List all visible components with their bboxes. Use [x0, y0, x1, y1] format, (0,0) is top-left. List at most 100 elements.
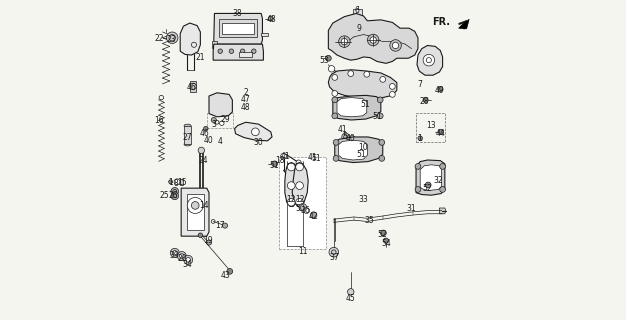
Circle shape: [167, 32, 178, 44]
Text: 10: 10: [358, 143, 367, 152]
Circle shape: [377, 113, 383, 119]
Polygon shape: [439, 208, 446, 214]
Text: 52: 52: [377, 230, 387, 239]
Circle shape: [252, 49, 256, 53]
Circle shape: [342, 74, 349, 81]
Circle shape: [198, 227, 205, 234]
Text: 51: 51: [373, 112, 382, 121]
Circle shape: [379, 156, 385, 161]
Text: 41: 41: [337, 125, 347, 134]
Bar: [180, 179, 183, 185]
Circle shape: [180, 254, 184, 258]
Text: 17: 17: [215, 221, 224, 230]
Circle shape: [222, 223, 228, 228]
Text: 36: 36: [300, 206, 310, 215]
Text: 52: 52: [423, 184, 433, 193]
Polygon shape: [261, 33, 267, 36]
Circle shape: [295, 198, 304, 206]
Circle shape: [329, 247, 339, 257]
Polygon shape: [214, 13, 262, 44]
Polygon shape: [329, 13, 418, 63]
Circle shape: [349, 136, 354, 141]
Circle shape: [287, 163, 295, 171]
Bar: [190, 81, 196, 92]
Text: 51: 51: [269, 161, 279, 170]
Circle shape: [295, 163, 304, 171]
Text: 42: 42: [309, 212, 319, 221]
Text: 53: 53: [319, 56, 329, 65]
Text: 49: 49: [434, 86, 444, 95]
Text: 38: 38: [232, 9, 242, 18]
Circle shape: [295, 182, 304, 189]
Circle shape: [347, 289, 354, 295]
Circle shape: [423, 97, 428, 102]
Circle shape: [174, 179, 180, 185]
Circle shape: [240, 49, 245, 53]
Bar: [222, 22, 254, 34]
Circle shape: [439, 187, 446, 192]
Text: 4: 4: [218, 137, 223, 146]
Polygon shape: [416, 160, 445, 195]
Polygon shape: [180, 23, 200, 55]
Circle shape: [280, 153, 287, 159]
Polygon shape: [417, 45, 443, 75]
Circle shape: [173, 251, 177, 255]
Circle shape: [370, 37, 376, 43]
Circle shape: [171, 192, 178, 200]
Ellipse shape: [184, 124, 191, 127]
Text: 14: 14: [198, 201, 208, 210]
Circle shape: [438, 86, 443, 92]
Text: 37: 37: [329, 253, 339, 262]
Circle shape: [339, 36, 350, 47]
Circle shape: [287, 182, 295, 189]
Circle shape: [377, 97, 383, 103]
Circle shape: [364, 71, 369, 77]
Circle shape: [333, 156, 339, 161]
Text: 41: 41: [307, 153, 317, 162]
Circle shape: [389, 84, 395, 89]
Circle shape: [207, 240, 212, 245]
Text: 46: 46: [200, 129, 210, 138]
Polygon shape: [333, 95, 381, 120]
Circle shape: [418, 136, 423, 140]
Polygon shape: [292, 163, 308, 206]
Circle shape: [304, 208, 309, 213]
Text: 43: 43: [221, 271, 231, 280]
Circle shape: [415, 164, 421, 169]
Circle shape: [268, 16, 274, 21]
Circle shape: [332, 113, 337, 119]
Circle shape: [326, 55, 331, 61]
Text: 33: 33: [359, 195, 369, 204]
Circle shape: [198, 147, 205, 154]
Text: 1: 1: [168, 178, 173, 187]
Circle shape: [361, 144, 366, 149]
Circle shape: [310, 212, 317, 218]
Text: 54: 54: [381, 239, 391, 248]
Text: 29: 29: [220, 115, 230, 124]
Text: 1: 1: [417, 134, 422, 143]
Circle shape: [393, 42, 399, 49]
Circle shape: [220, 121, 224, 125]
Circle shape: [192, 202, 199, 209]
Text: 5: 5: [342, 132, 347, 141]
Text: 23: 23: [167, 36, 177, 44]
Circle shape: [383, 238, 389, 243]
Text: 24: 24: [198, 156, 208, 165]
Circle shape: [252, 128, 259, 136]
Text: 25: 25: [160, 191, 169, 200]
Circle shape: [389, 92, 395, 97]
Bar: [353, 9, 362, 22]
Polygon shape: [285, 163, 300, 206]
Circle shape: [183, 255, 193, 264]
Polygon shape: [329, 70, 397, 99]
Polygon shape: [339, 140, 367, 160]
Bar: [184, 126, 191, 144]
Text: 35: 35: [364, 216, 374, 225]
Text: 46: 46: [187, 83, 197, 92]
Text: 12: 12: [287, 195, 296, 204]
Polygon shape: [279, 157, 326, 249]
Circle shape: [332, 97, 337, 103]
Text: 20: 20: [178, 254, 187, 263]
Polygon shape: [181, 188, 209, 236]
Circle shape: [390, 40, 401, 51]
